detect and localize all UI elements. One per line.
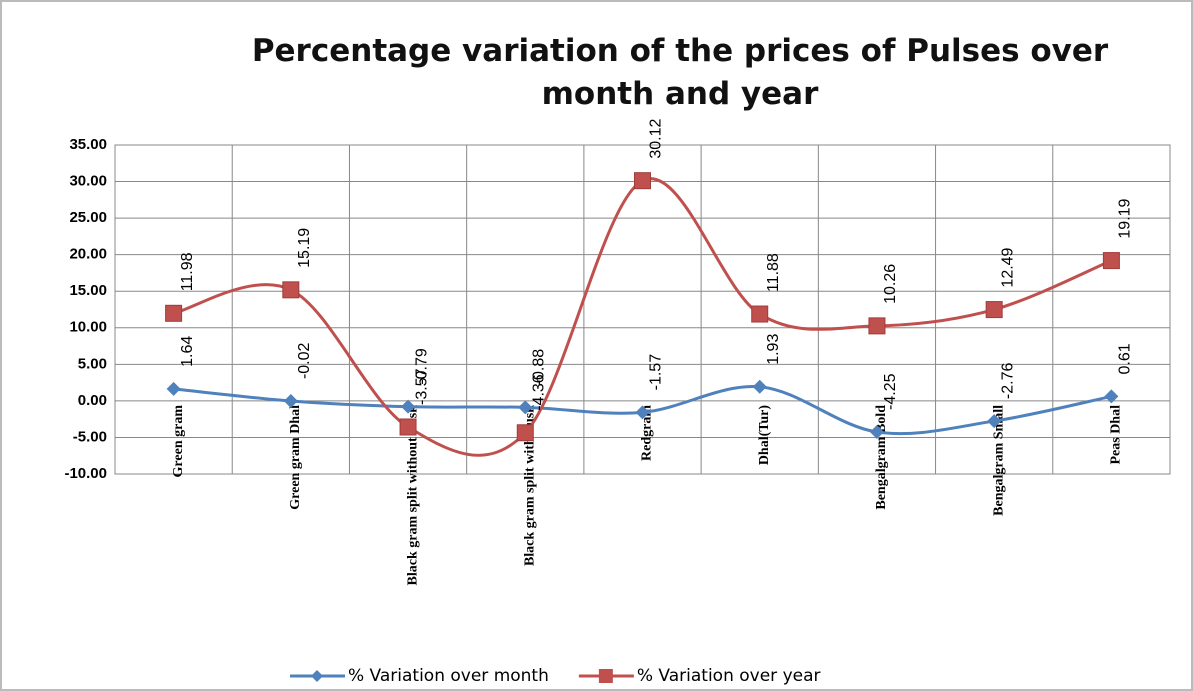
marker [401, 399, 416, 414]
marker [518, 400, 533, 415]
x-tick-label: Bengalgram Small [991, 405, 1006, 516]
marker [516, 424, 534, 442]
marker [869, 424, 884, 439]
x-tick-label: Dhal(Tur) [757, 405, 772, 466]
marker [282, 281, 300, 299]
data-label: -3.57 [413, 368, 430, 405]
data-label: 12.49 [999, 247, 1016, 287]
marker [987, 414, 1002, 429]
marker [399, 418, 417, 436]
series-line [173, 177, 1112, 457]
marker [985, 301, 1003, 319]
marker [868, 317, 886, 335]
chart-title: Percentage variation of the prices of Pu… [251, 33, 1109, 112]
marker [166, 381, 181, 396]
marker [283, 394, 298, 409]
data-label: -2.76 [999, 362, 1016, 399]
y-tick-label: 25.00 [69, 209, 107, 226]
marker [634, 172, 651, 190]
x-tick-label: Green gram Dhal [288, 405, 303, 510]
legend-marker [598, 669, 613, 683]
x-tick-label: Green gram [171, 405, 186, 478]
data-label: 19.19 [1117, 198, 1134, 238]
marker [752, 379, 767, 394]
data-label: -4.36 [530, 374, 547, 411]
data-label: -0.79 [413, 348, 430, 385]
y-tick-label: 5.00 [78, 355, 107, 372]
data-label: -4.25 [882, 373, 899, 410]
y-tick-label: 20.00 [69, 246, 107, 263]
x-tick-label: Black gram split with husk [522, 405, 537, 566]
legend-label: % Variation over year [637, 666, 821, 686]
data-label: 11.98 [179, 252, 196, 291]
marker [1102, 252, 1120, 270]
y-tick-label: 15.00 [69, 282, 107, 299]
data-label: 10.26 [882, 264, 899, 304]
x-tick-label: Bengalgram Bold [874, 405, 889, 510]
data-label: -0.88 [530, 349, 547, 386]
data-label: 1.93 [765, 334, 782, 365]
x-tick-label: Redgram [640, 405, 655, 461]
marker [165, 304, 183, 322]
marker [1104, 389, 1119, 404]
data-label: 15.19 [296, 228, 313, 268]
y-tick-label: 30.00 [69, 173, 107, 190]
x-tick-label: Peas Dhal [1109, 405, 1124, 465]
y-tick-label: 10.00 [69, 319, 107, 336]
y-tick-label: -5.00 [73, 428, 107, 445]
data-label: 11.88 [765, 253, 782, 292]
data-label: 30.12 [648, 119, 665, 159]
data-label: 0.61 [1117, 343, 1134, 374]
legend-marker [311, 670, 323, 682]
data-label: -1.57 [648, 354, 665, 391]
y-tick-label: 0.00 [78, 392, 107, 409]
x-tick-label: Black gram split without husk [405, 405, 420, 586]
marker [751, 305, 769, 323]
data-label: -0.02 [296, 342, 313, 379]
legend-label: % Variation over month [348, 666, 549, 686]
marker [635, 405, 650, 420]
data-label: 1.64 [179, 336, 196, 367]
y-tick-label: -10.00 [64, 465, 107, 482]
y-tick-label: 35.00 [69, 136, 107, 153]
